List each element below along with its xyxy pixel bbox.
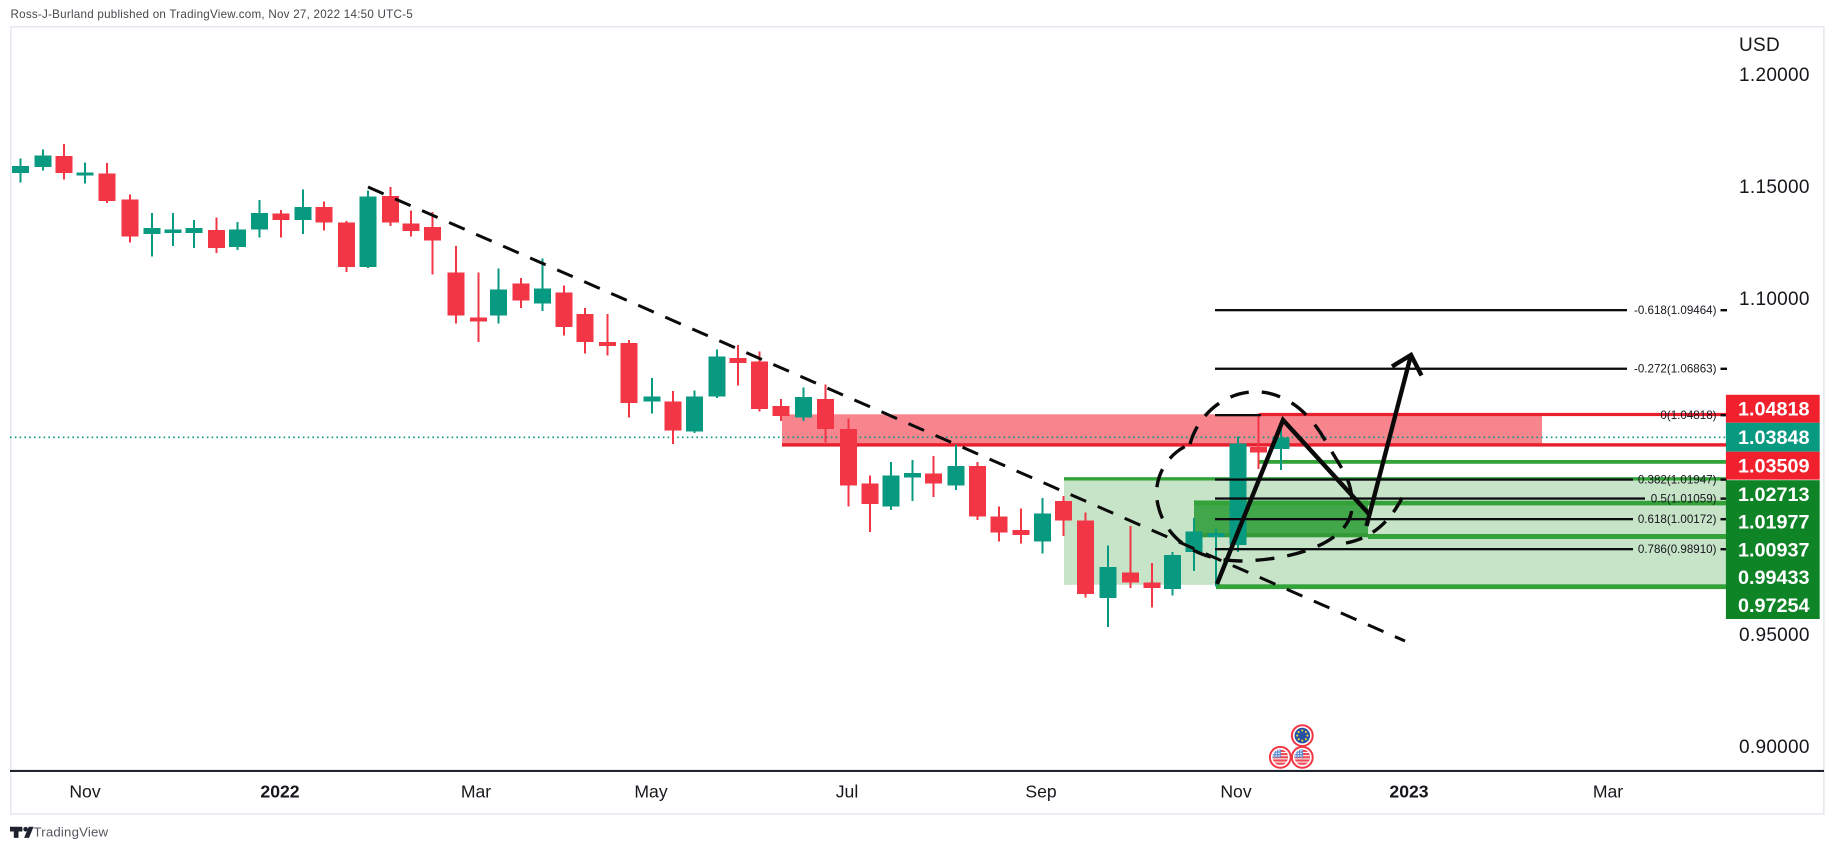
svg-text:Nov: Nov (1220, 781, 1251, 801)
svg-text:1.10000: 1.10000 (1739, 289, 1810, 310)
svg-text:0.5(1.01059): 0.5(1.01059) (1651, 493, 1717, 506)
svg-text:0.90000: 0.90000 (1739, 737, 1810, 758)
svg-text:0.99433: 0.99433 (1738, 567, 1810, 589)
svg-text:Jul: Jul (836, 781, 859, 801)
svg-text:Sep: Sep (1025, 781, 1057, 801)
svg-text:2023: 2023 (1389, 781, 1428, 801)
svg-text:TradingView: TradingView (34, 825, 109, 840)
svg-text:0(1.04818): 0(1.04818) (1660, 409, 1716, 422)
svg-text:Ross-J-Burland published on Tr: Ross-J-Burland published on TradingView.… (11, 8, 413, 21)
svg-text:1.04818: 1.04818 (1738, 399, 1810, 421)
svg-text:Mar: Mar (461, 781, 491, 801)
svg-text:2022: 2022 (260, 781, 299, 801)
svg-text:0.95000: 0.95000 (1739, 625, 1810, 646)
svg-text:Nov: Nov (69, 781, 100, 801)
svg-text:1.15000: 1.15000 (1739, 177, 1810, 198)
svg-text:0.97254: 0.97254 (1738, 595, 1810, 617)
svg-text:1.01977: 1.01977 (1738, 512, 1810, 534)
svg-text:1.02713: 1.02713 (1738, 484, 1810, 506)
svg-text:-0.618(1.09464): -0.618(1.09464) (1634, 304, 1717, 317)
svg-text:0.618(1.00172): 0.618(1.00172) (1638, 513, 1717, 526)
svg-text:USD: USD (1739, 35, 1780, 56)
svg-text:1.20000: 1.20000 (1739, 65, 1810, 86)
svg-text:Mar: Mar (1593, 781, 1623, 801)
svg-text:1.00937: 1.00937 (1738, 539, 1810, 561)
svg-text:0.786(0.98910): 0.786(0.98910) (1638, 543, 1717, 556)
svg-text:0.382(1.01947): 0.382(1.01947) (1638, 474, 1717, 487)
svg-text:May: May (634, 781, 667, 801)
svg-text:-0.272(1.06863): -0.272(1.06863) (1634, 363, 1717, 376)
svg-text:1.03848: 1.03848 (1738, 427, 1810, 449)
svg-text:1.03509: 1.03509 (1738, 455, 1810, 477)
